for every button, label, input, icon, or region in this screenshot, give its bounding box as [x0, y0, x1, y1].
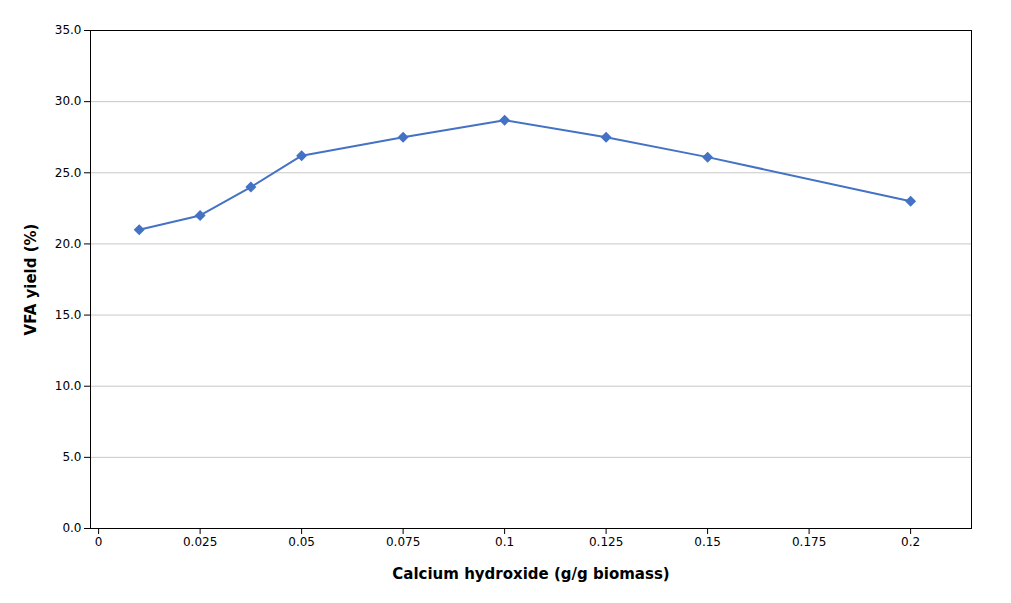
svg-text:0.1: 0.1 [495, 535, 514, 549]
svg-text:0.0: 0.0 [62, 521, 81, 535]
svg-text:0: 0 [95, 535, 103, 549]
svg-text:20.0: 20.0 [55, 237, 82, 251]
svg-text:25.0: 25.0 [55, 166, 82, 180]
svg-text:5.0: 5.0 [62, 450, 81, 464]
svg-text:35.0: 35.0 [55, 23, 82, 37]
svg-text:0.025: 0.025 [183, 535, 217, 549]
svg-text:0.075: 0.075 [386, 535, 420, 549]
svg-text:0.15: 0.15 [694, 535, 721, 549]
svg-text:0.125: 0.125 [589, 535, 623, 549]
svg-text:VFA yield (%): VFA yield (%) [22, 224, 40, 336]
svg-text:30.0: 30.0 [55, 94, 82, 108]
svg-text:10.0: 10.0 [55, 379, 82, 393]
svg-text:0.2: 0.2 [901, 535, 920, 549]
svg-text:0.175: 0.175 [792, 535, 826, 549]
svg-text:0.05: 0.05 [288, 535, 315, 549]
svg-text:15.0: 15.0 [55, 308, 82, 322]
svg-text:Calcium hydroxide (g/g biomass: Calcium hydroxide (g/g biomass) [392, 565, 669, 583]
